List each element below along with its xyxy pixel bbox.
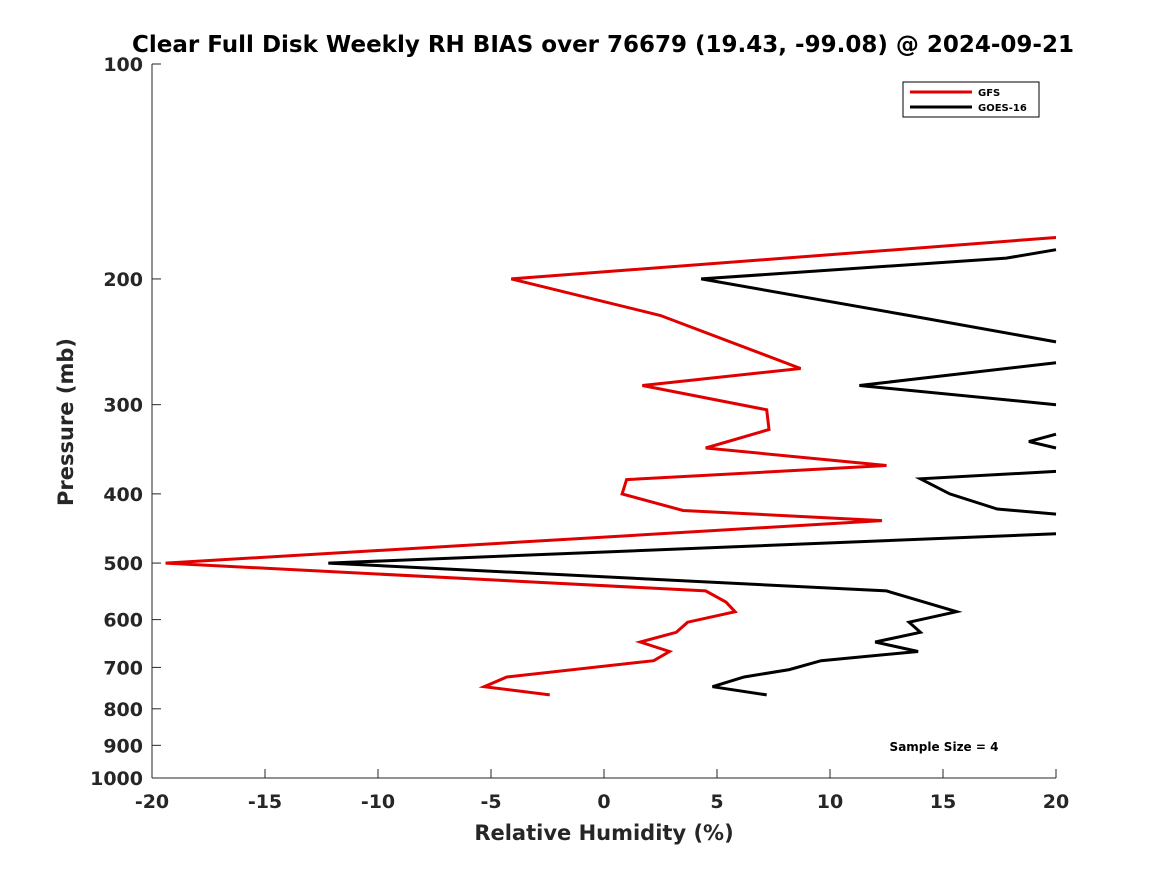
plot-lines: [165, 236, 1057, 697]
series-line-gfs: [165, 236, 1057, 697]
y-tick-label: 200: [103, 269, 143, 291]
y-tick-label: 500: [103, 553, 143, 575]
y-axis-ticks: 100 200 300 400 500 600 700 800 900 1000: [90, 54, 161, 790]
legend-label-gfs: GFS: [978, 88, 1000, 99]
y-tick-label: 600: [103, 610, 143, 632]
chart-title: Clear Full Disk Weekly RH BIAS over 7667…: [132, 32, 1074, 58]
legend: GFS GOES-16: [902, 81, 1040, 118]
x-tick-label: -5: [480, 791, 501, 813]
legend-box: [902, 81, 1040, 118]
y-tick-label: 1000: [90, 768, 143, 790]
x-tick-label: 15: [930, 791, 956, 813]
x-axis-label: Relative Humidity (%): [474, 821, 733, 845]
y-tick-label: 800: [103, 699, 143, 721]
legend-label-goes16: GOES-16: [978, 103, 1027, 114]
y-tick-label: 300: [103, 395, 143, 417]
sample-size-annotation: Sample Size = 4: [890, 740, 999, 754]
y-tick-label: 700: [103, 657, 143, 679]
y-tick-label: 900: [103, 735, 143, 757]
x-tick-label: -20: [135, 791, 169, 813]
y-tick-label: 400: [103, 484, 143, 506]
x-tick-label: 10: [817, 791, 843, 813]
x-tick-label: 5: [710, 791, 723, 813]
y-tick-label: 100: [103, 54, 143, 76]
x-tick-label: -15: [248, 791, 282, 813]
x-tick-label: -10: [361, 791, 395, 813]
series-line-goes16: [328, 248, 1057, 697]
x-tick-label: 0: [597, 791, 610, 813]
y-axis-label: Pressure (mb): [54, 338, 78, 506]
x-tick-label: 20: [1043, 791, 1069, 813]
x-axis-ticks: -20 -15 -10 -5 0 5 10 15 20: [135, 769, 1069, 813]
